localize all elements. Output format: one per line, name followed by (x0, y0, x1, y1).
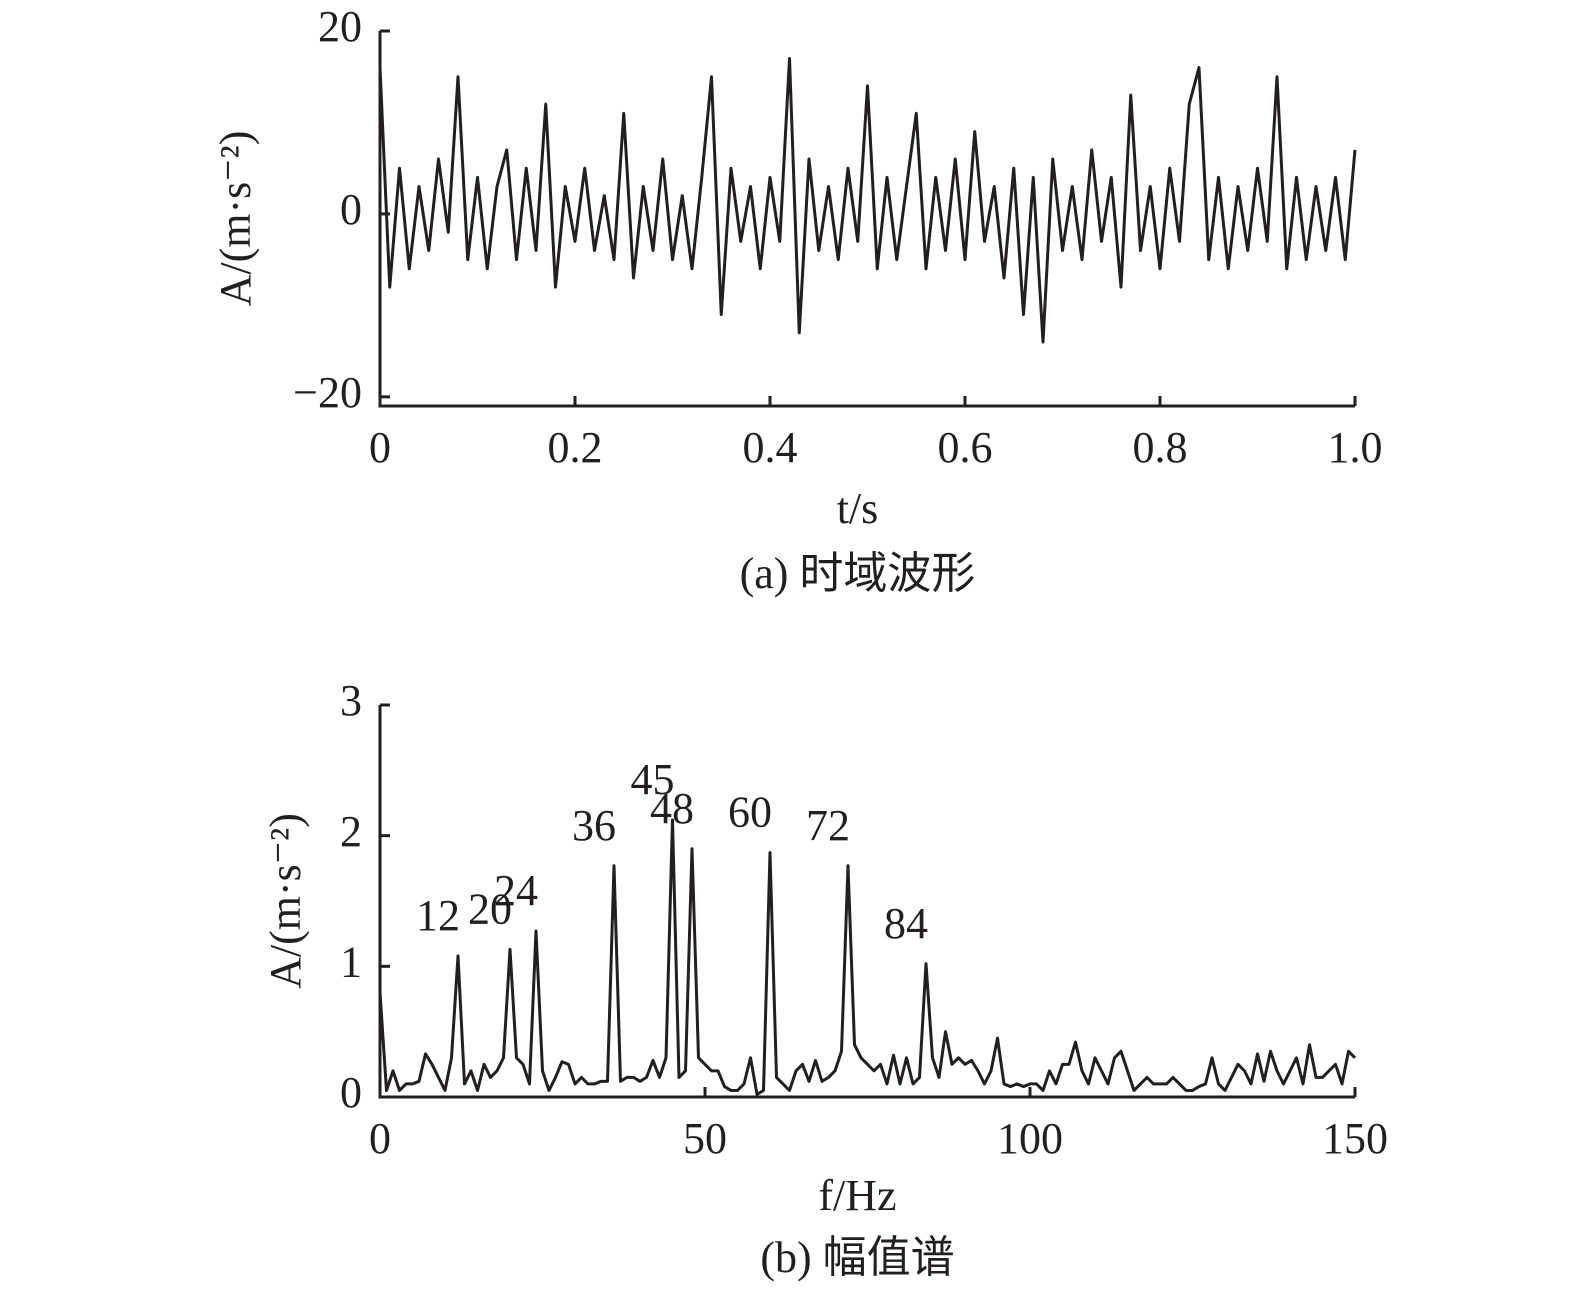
x-tick-label: 0.8 (1133, 423, 1188, 472)
y-tick-label: 3 (340, 676, 362, 725)
y-tick-label: 1 (340, 937, 362, 986)
peak-label: 45 (631, 755, 675, 804)
y-tick-label: 0 (340, 185, 362, 234)
x-tick-label: 0 (369, 1114, 391, 1163)
x-tick-label: 1.0 (1328, 423, 1383, 472)
x-axis-label: f/Hz (818, 1171, 896, 1220)
x-tick-label: 0 (369, 423, 391, 472)
peak-label: 24 (494, 866, 538, 915)
x-tick-label: 0.2 (548, 423, 603, 472)
peak-label: 48 (650, 784, 694, 833)
x-tick-label: 0.4 (743, 423, 798, 472)
y-tick-label: −20 (293, 368, 362, 417)
caption: (a) 时域波形 (740, 549, 976, 598)
x-tick-label: 150 (1322, 1114, 1388, 1163)
y-tick-label: 20 (318, 2, 362, 51)
peak-label: 20 (468, 884, 512, 933)
x-axis-label: t/s (837, 484, 879, 533)
peak-label: 36 (572, 801, 616, 850)
caption: (b) 幅值谱 (760, 1233, 954, 1282)
x-tick-label: 0.6 (938, 423, 993, 472)
peak-label: 72 (806, 801, 850, 850)
x-tick-label: 100 (997, 1114, 1063, 1163)
peak-label: 60 (728, 788, 772, 837)
y-tick-label: 2 (340, 807, 362, 856)
peak-label: 12 (416, 891, 460, 940)
x-tick-label: 50 (683, 1114, 727, 1163)
signal-line (378, 818, 1357, 1096)
y-axis-label: A/(m·s⁻²) (211, 131, 260, 307)
signal-line (378, 56, 1357, 344)
y-axis-label: A/(m·s⁻²) (261, 813, 310, 989)
y-tick-label: 0 (340, 1068, 362, 1117)
peak-label: 84 (884, 899, 928, 948)
